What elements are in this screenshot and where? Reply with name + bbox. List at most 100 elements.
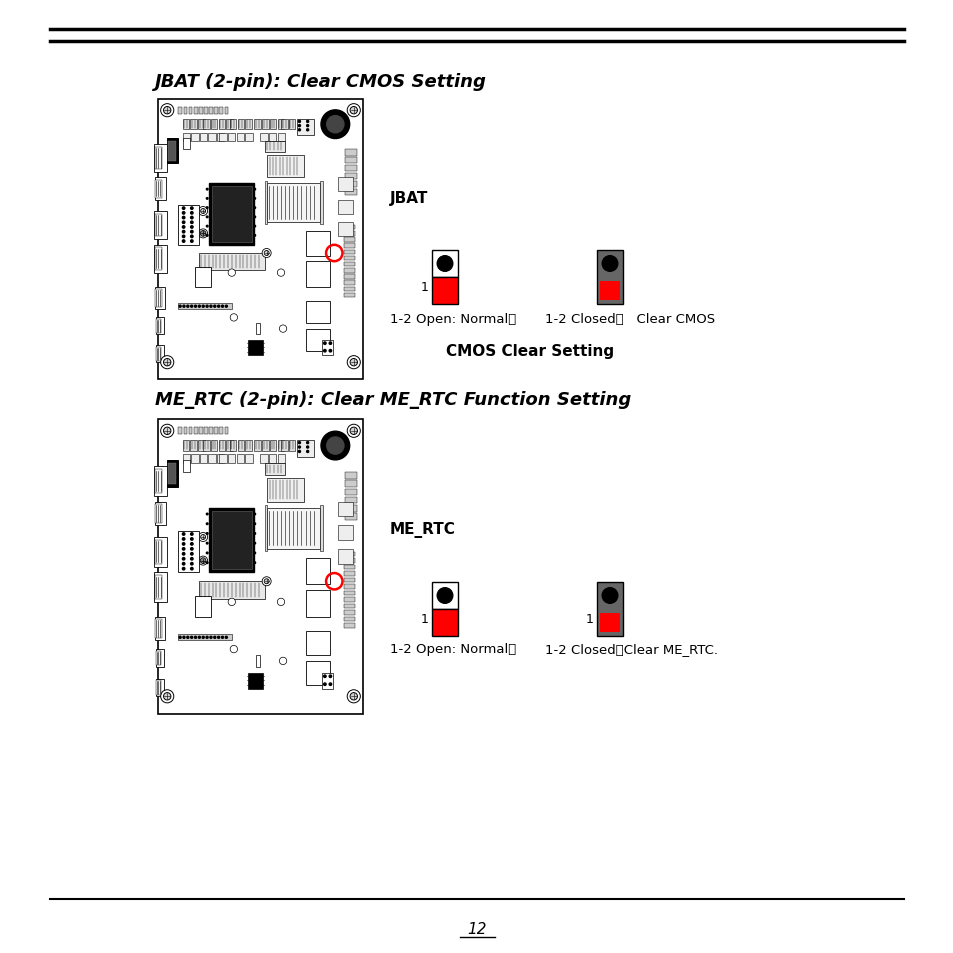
Bar [182,455,190,464]
Circle shape [198,533,208,542]
Circle shape [191,232,193,233]
Circle shape [206,637,208,639]
Circle shape [436,256,453,272]
Circle shape [306,451,309,453]
Bar [178,428,182,435]
Bar [168,142,176,161]
Bar [256,324,260,335]
Bar [277,133,285,142]
Bar [191,119,196,131]
Bar [183,108,187,114]
Circle shape [194,306,196,308]
Circle shape [320,111,350,139]
Circle shape [350,693,357,700]
Circle shape [213,306,215,308]
Bar [237,119,244,131]
Bar [343,578,355,583]
Circle shape [279,658,287,665]
Circle shape [187,306,189,308]
Bar [599,614,619,633]
Circle shape [253,514,255,516]
Circle shape [206,235,208,237]
Bar [193,428,197,435]
Bar [343,238,355,243]
Bar [155,651,161,665]
Bar [236,455,244,464]
Bar [155,680,161,695]
Bar [155,320,161,334]
Circle shape [206,306,208,308]
Text: 12: 12 [467,922,486,937]
Circle shape [191,533,193,536]
Bar [214,108,218,114]
Circle shape [163,428,171,435]
Bar [343,604,355,609]
Bar [267,478,303,502]
Bar [191,133,198,142]
Bar [343,256,355,261]
Bar [289,440,295,452]
Bar [155,679,164,697]
Bar [155,180,162,198]
Bar [189,428,193,435]
Circle shape [206,543,208,544]
Circle shape [182,227,185,229]
Bar [208,455,215,464]
Circle shape [210,637,212,639]
Circle shape [182,543,185,545]
Bar [245,119,252,131]
Circle shape [279,326,287,333]
Circle shape [179,637,181,639]
Bar [224,108,228,114]
Text: 1: 1 [585,613,594,626]
Bar [219,455,227,464]
Circle shape [436,588,453,603]
Bar [154,245,167,274]
Bar [155,504,162,523]
Bar [267,508,319,549]
Circle shape [191,217,193,219]
Circle shape [182,222,185,224]
Circle shape [206,208,208,210]
Bar [343,281,355,286]
Bar [256,656,260,667]
Circle shape [206,189,208,191]
Bar [277,119,284,131]
Circle shape [191,306,193,308]
Circle shape [253,562,255,564]
Bar [178,206,199,245]
Text: ME_RTC: ME_RTC [390,521,456,537]
Circle shape [206,198,208,200]
Bar [191,455,198,464]
Bar [305,262,330,287]
Bar [224,428,228,435]
Bar [198,119,205,131]
Circle shape [329,676,332,678]
Circle shape [183,637,185,639]
Circle shape [182,563,185,565]
Circle shape [182,548,185,551]
Bar [254,119,260,131]
Circle shape [183,306,185,308]
Bar [344,151,356,156]
Bar [248,340,262,355]
Bar [343,251,355,254]
Bar [218,440,225,452]
Bar [343,591,355,596]
Bar [338,223,353,237]
Bar [305,632,330,656]
Bar [154,148,162,170]
Bar [338,549,353,564]
Bar [343,572,355,577]
Circle shape [217,306,219,308]
Bar [168,464,176,484]
Bar [182,119,189,131]
Bar [432,609,457,637]
Bar [305,232,330,256]
Bar [343,565,355,570]
Bar [320,506,322,551]
Bar [199,108,202,114]
Bar [155,619,161,639]
Circle shape [228,270,235,277]
Circle shape [206,217,208,218]
